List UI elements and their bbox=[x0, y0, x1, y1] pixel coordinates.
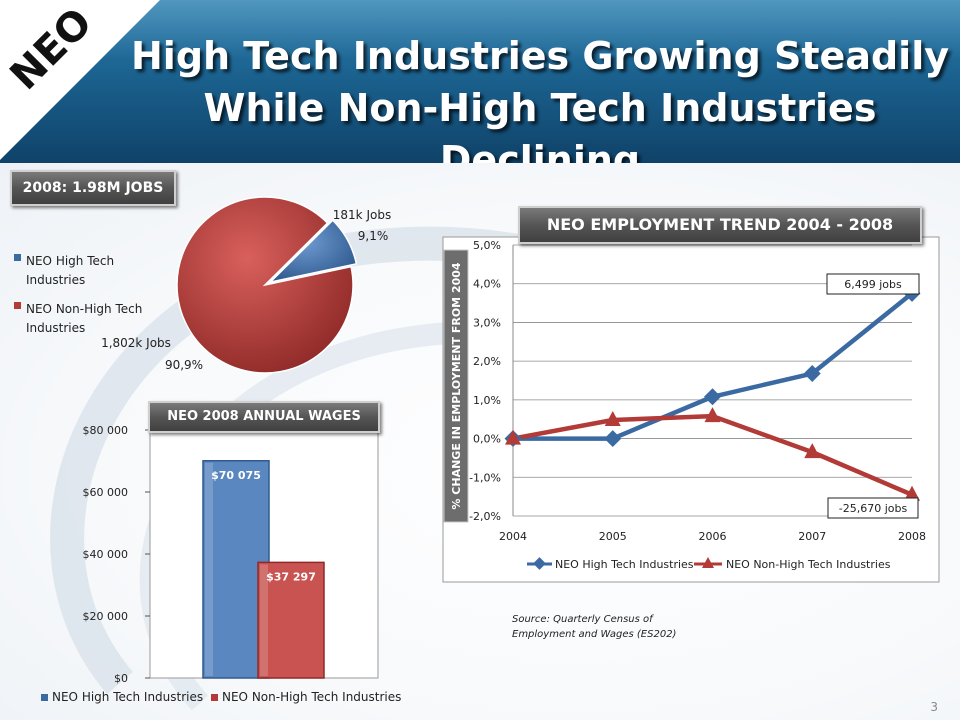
bar-data-label: $37 297 bbox=[266, 570, 316, 583]
pie-label-non-high-tech-percent: 90,9% bbox=[165, 358, 203, 372]
page-number: 3 bbox=[930, 700, 938, 714]
bar-y-tick-label: $40 000 bbox=[83, 548, 129, 561]
trend-section-label-text: NEO EMPLOYMENT TREND 2004 - 2008 bbox=[546, 215, 894, 234]
line-point-high-tech bbox=[803, 365, 821, 383]
line-x-tick-label: 2004 bbox=[499, 530, 527, 543]
pie-legend-label-non-high-tech: NEO Non-High Tech Industries bbox=[26, 302, 143, 335]
pie-label-high-tech-jobs: 181k Jobs bbox=[333, 208, 391, 222]
pie-legend: NEO High Tech Industries NEO Non-High Te… bbox=[14, 250, 164, 336]
bar-y-axis: $0 $20 000 $40 000 $60 000 $80 000 bbox=[83, 424, 150, 685]
line-y-tick-label: 1,0% bbox=[473, 394, 501, 407]
bar-y-tick-label: $80 000 bbox=[83, 424, 129, 437]
bar bbox=[257, 561, 325, 679]
bar-y-tick-label: $0 bbox=[114, 672, 128, 685]
bar-legend-swatch-non-high-tech bbox=[211, 694, 218, 701]
bar-series: $70 075 $37 297 bbox=[202, 460, 325, 679]
bar-y-tick-label: $60 000 bbox=[83, 486, 129, 499]
line-y-tick-label: -1,0% bbox=[469, 471, 501, 484]
pie-label-high-tech-percent: 9,1% bbox=[358, 229, 389, 243]
header-shine bbox=[0, 0, 960, 60]
annotation-box-non-high-tech bbox=[827, 497, 919, 519]
pie-slice-high-tech bbox=[267, 219, 358, 284]
bar-y-tick-label: $20 000 bbox=[83, 610, 129, 623]
line-y-tick-label: -2,0% bbox=[469, 510, 501, 523]
pie-legend-label-high-tech: NEO High Tech Industries bbox=[26, 254, 115, 287]
line-x-tick-label: 2006 bbox=[699, 530, 727, 543]
line-y-tick-label: 5,0% bbox=[473, 239, 501, 252]
line-point-non-high-tech bbox=[505, 429, 521, 445]
line-y-tick-label: 0,0% bbox=[473, 433, 501, 446]
title-line-1: High Tech Industries Growing Steadily bbox=[130, 34, 949, 78]
trend-section-label: NEO EMPLOYMENT TREND 2004 - 2008 bbox=[518, 206, 922, 244]
line-x-tick-label: 2007 bbox=[798, 530, 826, 543]
wages-section-label-text: NEO 2008 ANNUAL WAGES bbox=[167, 409, 361, 424]
annotation-box-high-tech bbox=[826, 273, 920, 295]
source-line-1: Source: Quarterly Census of bbox=[512, 614, 653, 625]
line-point-non-high-tech bbox=[904, 485, 920, 501]
annotation-high-tech-jobs: 6,499 jobs bbox=[844, 278, 902, 291]
line-gridlines: -2,0% -1,0% 0,0% 1,0% 2,0% 3,0% 4,0% 5,0% 2004 20… bbox=[469, 239, 926, 543]
legend-swatch-high-tech bbox=[14, 254, 21, 261]
bar-legend-label-high-tech: NEO High Tech Industries bbox=[52, 690, 203, 704]
source-line-2: Employment and Wages (ES202) bbox=[512, 629, 677, 640]
source-note: Source: Quarterly Census of Employment a… bbox=[512, 612, 712, 642]
logo-triangle bbox=[0, 0, 160, 160]
bar-data-label: $70 075 bbox=[211, 469, 261, 482]
pie-slice-non-high-tech bbox=[176, 196, 354, 374]
line-legend-marker-non-high-tech bbox=[702, 557, 714, 568]
y-axis-label: % CHANGE IN EMPLOYMENT FROM 2004 bbox=[450, 262, 463, 509]
line-point-high-tech bbox=[604, 430, 622, 448]
line-point-non-high-tech bbox=[804, 443, 821, 459]
line-legend-label-high-tech: NEO High Tech Industries bbox=[555, 558, 694, 571]
y-axis-label-box bbox=[443, 249, 469, 523]
pie-section-label-text: 2008: 1.98M JOBS bbox=[22, 180, 164, 196]
pie-section-label: 2008: 1.98M JOBS bbox=[10, 170, 176, 206]
annotation-non-high-tech-jobs: -25,670 jobs bbox=[839, 502, 908, 515]
bar-highlight bbox=[260, 564, 268, 676]
neo-logo-corner: NEO bbox=[0, 0, 160, 160]
legend-swatch-non-high-tech bbox=[14, 302, 21, 309]
line-x-tick-label: 2008 bbox=[898, 530, 926, 543]
wages-section-label: NEO 2008 ANNUAL WAGES bbox=[148, 401, 380, 433]
pie-legend-item-high-tech: NEO High Tech Industries bbox=[14, 250, 164, 288]
line-y-tick-label: 3,0% bbox=[473, 316, 501, 329]
line-point-non-high-tech bbox=[704, 407, 721, 423]
line-y-tick-label: 2,0% bbox=[473, 355, 501, 368]
line-point-high-tech bbox=[704, 388, 721, 406]
pie-legend-item-non-high-tech: NEO Non-High Tech Industries bbox=[14, 298, 164, 336]
bar-legend-swatch-high-tech bbox=[41, 694, 48, 701]
line-point-non-high-tech bbox=[604, 410, 621, 426]
bar-highlight bbox=[205, 462, 213, 676]
line-y-tick-label: 4,0% bbox=[473, 278, 501, 291]
line-x-tick-label: 2005 bbox=[599, 530, 627, 543]
pie-label-non-high-tech-jobs: 1,802k Jobs bbox=[101, 336, 171, 350]
bar-legend-label-non-high-tech: NEO Non-High Tech Industries bbox=[222, 690, 401, 704]
line-legend-label-non-high-tech: NEO Non-High Tech Industries bbox=[726, 558, 891, 571]
